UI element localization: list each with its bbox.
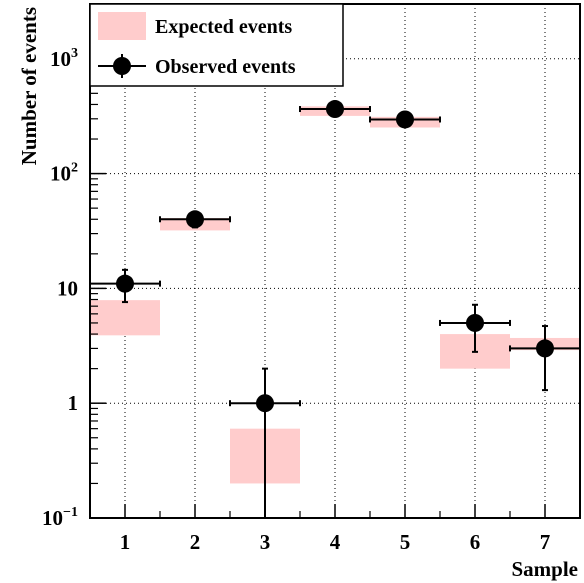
grid: [90, 4, 580, 518]
expected-band: [90, 300, 160, 336]
legend-observed-label: Observed events: [155, 56, 296, 78]
observed-point: [186, 210, 204, 229]
axis-ticks: [90, 23, 546, 519]
x-tick-label: 7: [540, 530, 551, 554]
x-tick-label: 6: [470, 530, 481, 554]
legend-observed-marker: [113, 57, 131, 75]
y-tick-label: 103: [50, 46, 78, 71]
observed-point: [116, 274, 134, 293]
y-tick-label: 1: [68, 391, 79, 415]
x-tick-label: 3: [260, 530, 271, 554]
x-axis-title: Sample: [511, 557, 578, 581]
y-tick-label: 10−1: [42, 505, 78, 530]
legend: Expected events Observed events: [89, 3, 344, 87]
x-tick-label: 4: [330, 530, 341, 554]
y-tick-label: 10: [57, 276, 78, 300]
expected-bands: [90, 106, 580, 484]
x-tick-label: 5: [400, 530, 411, 554]
x-tick-label: 1: [120, 530, 131, 554]
tick-labels: 1 2 3 4 5 6 7 10−1 1 10 102 103: [42, 46, 550, 554]
observed-point: [396, 110, 414, 129]
observed-point: [326, 100, 344, 119]
legend-expected-swatch: [98, 12, 146, 40]
observed-point: [466, 313, 484, 332]
observed-points: [89, 100, 581, 518]
x-tick-label: 2: [190, 530, 201, 554]
observed-point: [536, 339, 554, 358]
observed-point: [256, 394, 274, 413]
y-tick-label: 102: [50, 161, 78, 186]
legend-expected-label: Expected events: [155, 16, 292, 38]
y-axis-title: Number of events: [17, 7, 41, 165]
